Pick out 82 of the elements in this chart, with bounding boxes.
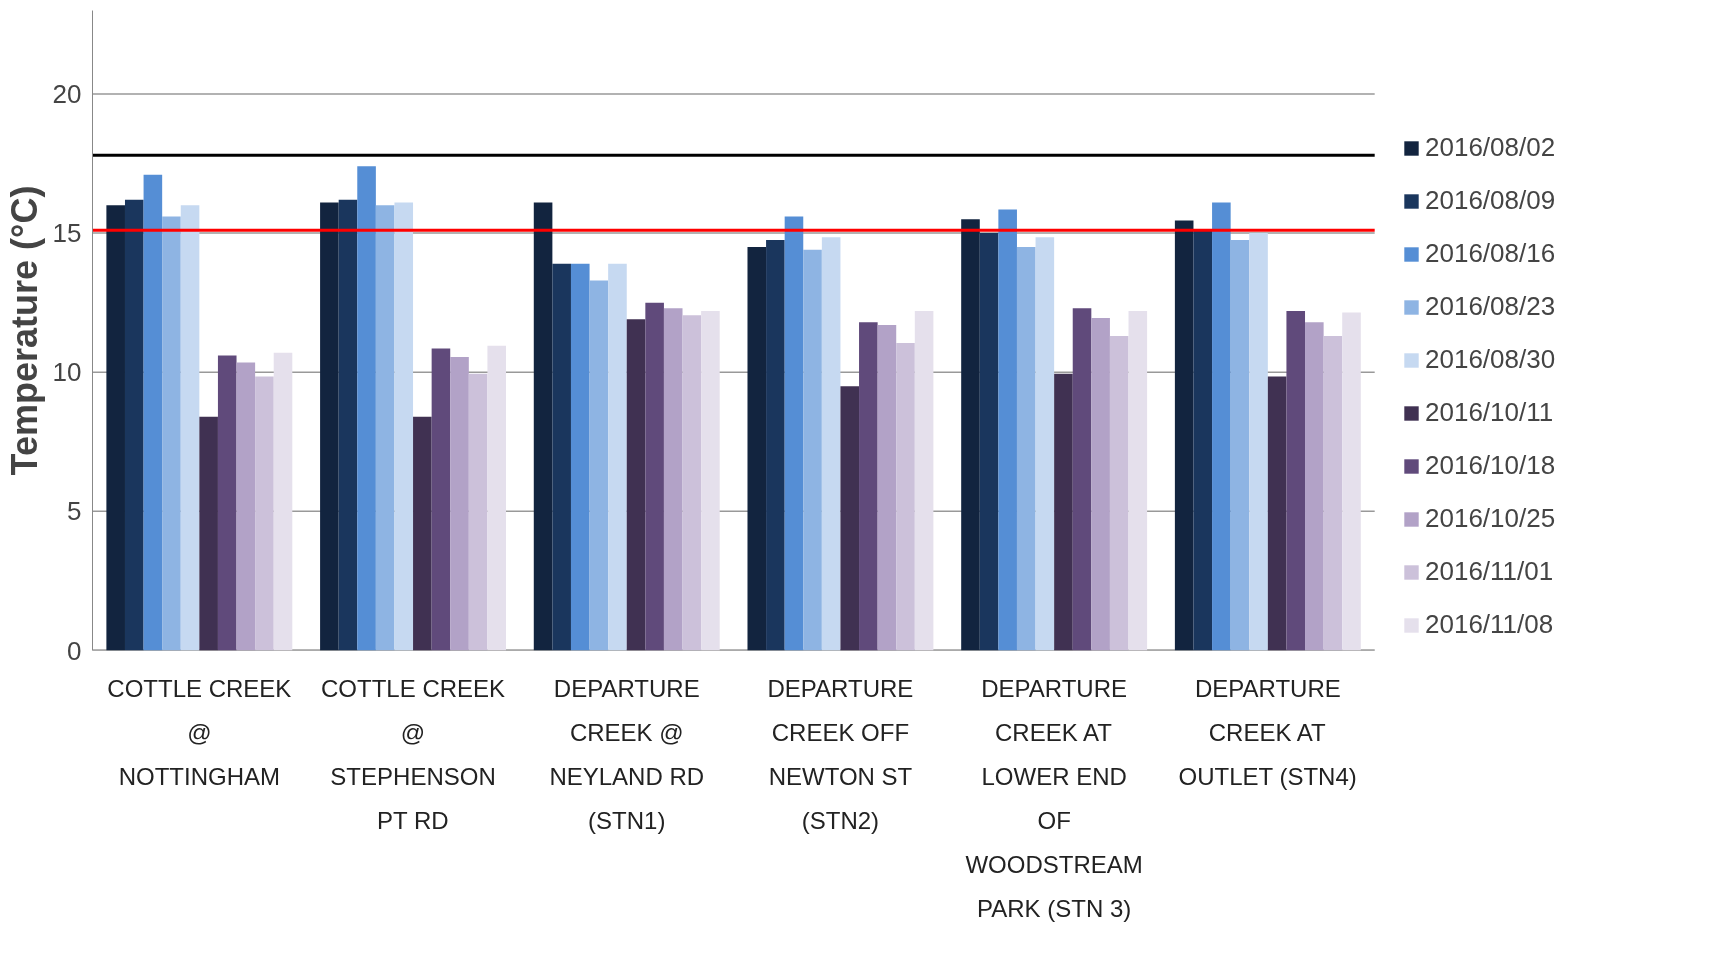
bar — [626, 319, 646, 651]
bar — [320, 202, 339, 651]
legend-label: 2016/08/16 — [1425, 238, 1557, 269]
bar — [199, 416, 218, 651]
legend-label: 2016/10/25 — [1425, 503, 1557, 534]
category-label: COTTLE CREEK @ STEPHENSON PT RD — [321, 674, 506, 834]
bar — [914, 311, 934, 651]
bar — [375, 205, 395, 651]
bar — [682, 315, 702, 651]
bar — [766, 240, 785, 651]
bar — [236, 362, 256, 651]
bar — [1230, 240, 1250, 651]
bar — [1342, 312, 1361, 651]
bar — [124, 199, 144, 651]
bar — [106, 205, 125, 651]
legend-label: 2016/11/08 — [1425, 609, 1555, 640]
bar — [1212, 202, 1231, 651]
category-label: COTTLE CREEK @ NOTTINGHAM — [107, 674, 292, 790]
bar — [859, 322, 878, 651]
bar — [338, 199, 358, 651]
bar — [487, 345, 507, 651]
y-tick-label: 20 — [52, 78, 82, 109]
bar — [961, 219, 980, 651]
bar — [570, 263, 590, 651]
bar — [747, 247, 767, 651]
bar — [803, 249, 822, 651]
bar — [701, 311, 720, 651]
bar — [1323, 336, 1343, 651]
category-label: DEPARTURE CREEK @ NEYLAND RD (STN1) — [549, 674, 705, 834]
bar — [533, 202, 553, 651]
legend-label: 2016/08/02 — [1425, 132, 1557, 163]
y-axis-title: Temperature (°C) — [3, 185, 45, 476]
category-label: DEPARTURE CREEK OFF NEWTON ST (STN2) — [767, 674, 914, 834]
bar — [840, 386, 860, 651]
y-tick-label: 10 — [52, 357, 82, 388]
bar — [1072, 308, 1092, 651]
bar — [663, 308, 683, 651]
bar — [979, 233, 999, 651]
bar — [1305, 322, 1324, 651]
legend-label: 2016/08/23 — [1425, 291, 1557, 322]
bar — [217, 355, 237, 651]
bar — [1091, 317, 1110, 651]
bar — [1109, 336, 1129, 651]
bar — [180, 205, 200, 651]
bar — [1054, 373, 1073, 651]
bar — [1016, 247, 1036, 651]
legend-label: 2016/11/01 — [1425, 556, 1555, 587]
bar — [1035, 237, 1055, 651]
bar — [1249, 233, 1268, 651]
bar — [255, 376, 274, 651]
category-label: DEPARTURE CREEK AT OUTLET (STN4) — [1178, 674, 1357, 790]
bar — [394, 202, 414, 651]
bar — [450, 356, 469, 651]
y-tick-label: 15 — [52, 218, 82, 249]
bar — [1286, 311, 1306, 651]
bar — [357, 166, 376, 651]
bar — [552, 263, 571, 651]
bar — [1174, 220, 1194, 651]
bar — [1193, 230, 1213, 651]
legend-label: 2016/10/11 — [1425, 397, 1555, 428]
bar — [1267, 376, 1287, 651]
category-label: DEPARTURE CREEK AT LOWER END OF WOODSTREAM PARK (STN 3) — [965, 674, 1143, 922]
bar — [162, 216, 181, 651]
bar — [143, 174, 163, 651]
bar — [1128, 311, 1148, 651]
bar — [998, 209, 1017, 651]
bar — [468, 373, 488, 651]
bar — [784, 216, 804, 651]
legend-label: 2016/08/09 — [1425, 185, 1557, 216]
y-tick-label: 0 — [67, 635, 82, 666]
bar — [877, 324, 897, 651]
bar — [431, 348, 451, 651]
bar — [608, 263, 627, 651]
y-tick-label: 5 — [67, 496, 82, 527]
legend-label: 2016/08/30 — [1425, 344, 1557, 375]
bar — [273, 352, 293, 651]
legend-label: 2016/10/18 — [1425, 450, 1557, 481]
bar — [413, 416, 432, 651]
bar — [896, 343, 915, 651]
bar — [589, 280, 609, 651]
bar — [645, 302, 664, 651]
bar — [821, 237, 841, 651]
